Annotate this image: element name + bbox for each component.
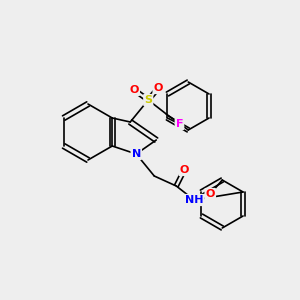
Text: NH: NH: [185, 195, 203, 205]
Text: O: O: [206, 189, 215, 199]
Text: F: F: [176, 119, 183, 129]
Text: S: S: [144, 95, 152, 105]
Text: N: N: [132, 149, 141, 159]
Text: O: O: [130, 85, 139, 95]
Text: O: O: [154, 83, 163, 93]
Text: O: O: [180, 165, 189, 175]
